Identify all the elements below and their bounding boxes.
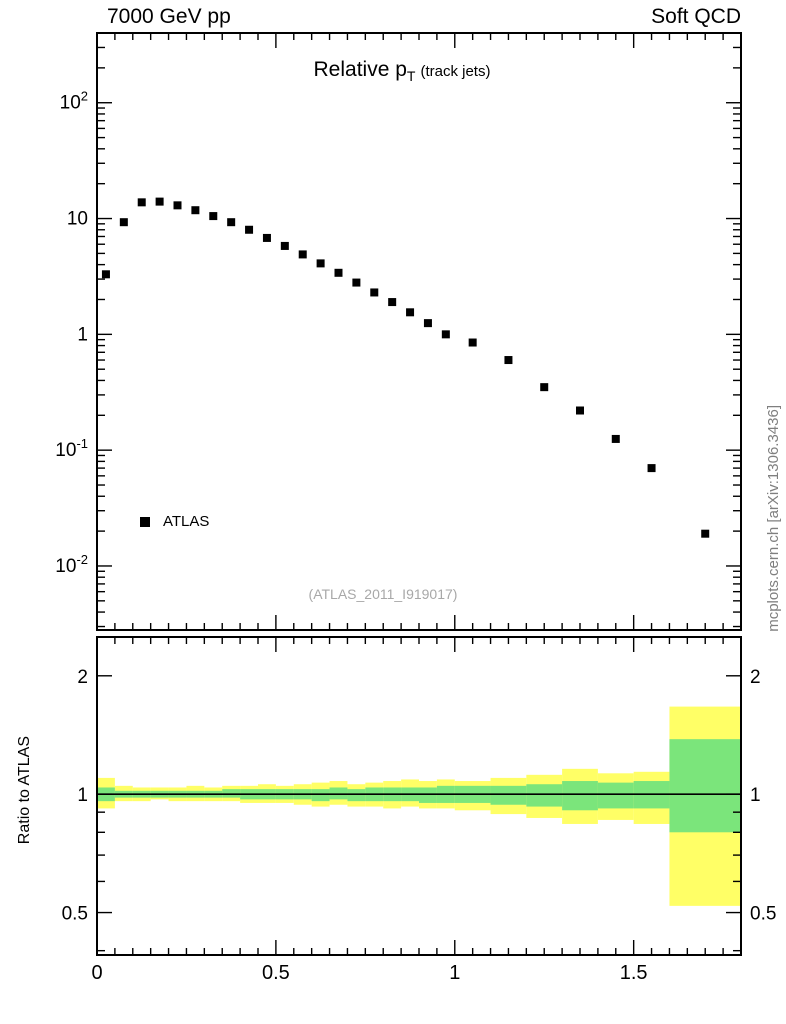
data-point-marker: [468, 338, 477, 347]
data-point-marker: [209, 212, 218, 221]
legend-label: ATLAS: [163, 513, 210, 530]
legend-marker-icon: [140, 516, 150, 527]
ratio-tick-label-left: 2: [77, 667, 88, 688]
plot-title-suffix: (track jets): [420, 63, 491, 80]
x-axis-tick-label: 1: [449, 962, 460, 984]
ratio-tick-label-right: 0.5: [750, 904, 776, 925]
ratio-axis-title: Ratio to ATLAS: [16, 736, 33, 845]
ratio-band-inner: [597, 782, 634, 809]
data-point-marker: [406, 308, 415, 317]
data-point-marker: [137, 198, 146, 207]
x-axis-tick-label: 0: [91, 962, 102, 984]
data-point-marker: [334, 268, 343, 277]
attribution-side-note: mcplots.cern.ch [arXiv:1306.3436]: [765, 405, 782, 632]
data-point-marker: [423, 319, 432, 328]
data-point-marker: [504, 356, 513, 365]
data-point-marker: [101, 270, 110, 279]
data-point-marker: [191, 206, 200, 215]
y-axis-tick-label: 102: [60, 89, 88, 114]
legend: ATLAS: [140, 513, 209, 530]
data-point-marker: [576, 406, 584, 415]
y-axis-tick-label: 1: [77, 324, 88, 345]
data-point-marker: [441, 330, 450, 339]
data-point-marker: [280, 241, 289, 250]
data-point-marker: [262, 233, 271, 242]
x-axis-tick-label: 0.5: [262, 962, 290, 984]
plot-title-subscript: T: [406, 68, 416, 85]
ratio-band-inner: [490, 785, 527, 805]
main-frame: [96, 32, 742, 631]
data-point-marker: [701, 529, 710, 538]
ratio-band-inner: [526, 784, 563, 807]
y-axis-tick-label: 10-1: [55, 436, 88, 461]
data-point-marker: [647, 464, 656, 473]
ratio-frame: [96, 636, 742, 956]
data-point-marker: [155, 197, 164, 206]
ratio-tick-label-left: 0.5: [62, 904, 88, 925]
y-axis-tick-label: 10: [67, 209, 88, 230]
data-point-marker: [316, 259, 325, 268]
data-point-marker: [173, 201, 182, 210]
data-point-marker: [611, 434, 620, 443]
ratio-band-inner: [562, 781, 598, 811]
ratio-band-inner: [419, 787, 437, 803]
plot-title: Relative pT (track jets): [80, 58, 724, 84]
ratio-band-inner: [311, 789, 330, 802]
beam-energy-label: 7000 GeV pp: [107, 5, 231, 28]
y-axis-tick-label: 10-2: [55, 552, 88, 577]
data-point-marker: [245, 225, 254, 234]
data-point-marker: [352, 278, 361, 287]
data-point-marker: [119, 218, 128, 227]
x-axis-tick-label: 1.5: [620, 962, 648, 984]
data-point-marker: [370, 288, 379, 297]
analysis-id-watermark: (ATLAS_2011_I919017): [308, 586, 458, 602]
ratio-tick-label-right: 2: [750, 667, 761, 688]
ratio-tick-label-right: 1: [750, 785, 761, 806]
data-point-marker: [540, 383, 549, 392]
process-group-label: Soft QCD: [651, 5, 741, 28]
data-point-marker: [388, 298, 397, 307]
data-point-marker: [227, 218, 236, 227]
ratio-band-inner: [669, 739, 741, 833]
ratio-tick-label-left: 1: [77, 785, 88, 806]
ratio-band-inner: [347, 789, 366, 802]
plot-title-main: Relative p: [313, 58, 407, 81]
data-point-marker: [298, 250, 307, 259]
